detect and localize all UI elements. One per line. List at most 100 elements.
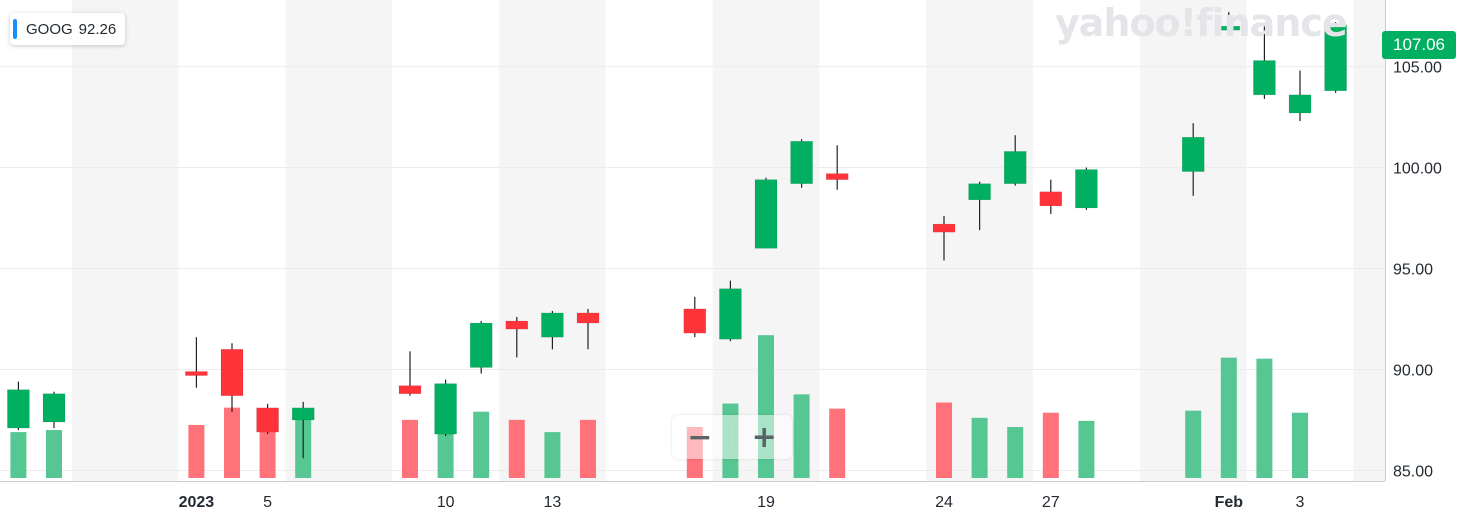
candle[interactable] xyxy=(256,403,279,435)
ticker-badge[interactable]: GOOG 92.26 xyxy=(10,13,126,45)
candle[interactable] xyxy=(220,343,244,412)
volume-bar[interactable] xyxy=(46,430,62,478)
candle[interactable] xyxy=(932,216,956,261)
candle[interactable] xyxy=(434,379,457,437)
candle[interactable] xyxy=(505,316,529,358)
candle-body xyxy=(1253,60,1276,96)
candle-body xyxy=(220,349,244,396)
last-price-tag: 107.06 xyxy=(1382,31,1456,59)
candle-body xyxy=(719,288,742,340)
background-band xyxy=(285,0,393,481)
background-band xyxy=(499,0,606,481)
y-tick-label: 85.00 xyxy=(1393,463,1433,480)
candle-body xyxy=(754,179,778,249)
candle-body xyxy=(1288,94,1312,114)
candle-body xyxy=(825,173,849,180)
volume-bar[interactable] xyxy=(1078,420,1095,478)
candle[interactable] xyxy=(719,280,742,342)
background-band xyxy=(1353,0,1385,481)
candle[interactable] xyxy=(398,351,422,396)
volume-bar[interactable] xyxy=(1042,412,1059,478)
zoom-controls: − + xyxy=(672,415,792,459)
candle-body xyxy=(256,407,279,433)
volume-bar[interactable] xyxy=(971,417,988,478)
volume-bar[interactable] xyxy=(188,424,205,478)
candle-body xyxy=(1181,136,1205,172)
volume-bar[interactable] xyxy=(224,407,240,478)
candle[interactable] xyxy=(42,391,66,429)
volume-bar[interactable] xyxy=(1220,357,1237,478)
volume-bar[interactable] xyxy=(473,411,490,478)
candle[interactable] xyxy=(754,177,778,249)
volume-bar[interactable] xyxy=(544,432,561,478)
yahoo-finance-logo: yahoo!finance xyxy=(1055,1,1348,45)
candle-body xyxy=(1039,191,1063,207)
volume-bar[interactable] xyxy=(10,432,27,478)
candle[interactable] xyxy=(1324,22,1347,93)
ticker-price: 92.26 xyxy=(78,20,117,38)
candle-body xyxy=(932,223,956,233)
x-tick-label: 19 xyxy=(757,494,775,511)
y-tick-label: 95.00 xyxy=(1393,262,1433,279)
volume-bar[interactable] xyxy=(1256,358,1273,478)
zoom-divider xyxy=(731,423,733,451)
volume-bar[interactable] xyxy=(1007,427,1024,478)
candle[interactable] xyxy=(683,296,707,338)
candle-body xyxy=(683,308,707,334)
candle-body xyxy=(185,371,208,376)
candle[interactable] xyxy=(1288,70,1312,122)
candle[interactable] xyxy=(1075,167,1098,210)
y-tick-label: 100.00 xyxy=(1393,161,1442,178)
x-tick-label: 3 xyxy=(1296,494,1305,511)
x-tick-label: 5 xyxy=(263,494,272,511)
candle[interactable] xyxy=(1181,123,1205,196)
volume-bar[interactable] xyxy=(1292,412,1308,478)
x-tick-label: Feb xyxy=(1215,494,1244,511)
candle[interactable] xyxy=(1003,135,1027,186)
candle-body xyxy=(434,383,457,435)
series-color-marker xyxy=(13,19,17,39)
candle-body xyxy=(968,183,991,201)
volume-bar[interactable] xyxy=(793,394,810,478)
candle[interactable] xyxy=(790,139,813,188)
candle[interactable] xyxy=(469,321,493,374)
volume-bar[interactable] xyxy=(402,419,418,478)
candle[interactable] xyxy=(1039,179,1063,214)
candle-body xyxy=(7,389,30,429)
ticker-symbol: GOOG xyxy=(26,20,73,38)
volume-bar[interactable] xyxy=(259,423,276,478)
volume-bar[interactable] xyxy=(508,419,525,478)
candle[interactable] xyxy=(576,308,600,350)
volume-bar[interactable] xyxy=(936,402,952,478)
y-tick-label: 90.00 xyxy=(1393,362,1433,379)
volume-bar[interactable] xyxy=(1185,410,1202,478)
candle[interactable] xyxy=(825,145,849,190)
candle-body xyxy=(1003,151,1027,184)
candle-body xyxy=(469,322,493,368)
zoom-out-button[interactable]: − xyxy=(687,419,713,455)
candle-body xyxy=(42,393,66,423)
candle[interactable] xyxy=(7,381,30,431)
candle-body xyxy=(790,141,813,184)
y-tick-label: 105.00 xyxy=(1393,60,1442,77)
candle[interactable] xyxy=(185,337,208,388)
zoom-in-button[interactable]: + xyxy=(751,419,777,455)
x-tick-label: 27 xyxy=(1042,494,1060,511)
candle-body xyxy=(505,320,529,330)
candle-body xyxy=(1324,24,1347,92)
x-tick-label: 24 xyxy=(935,494,953,511)
candle-body xyxy=(291,407,315,421)
candle-body xyxy=(1217,25,1241,31)
candle[interactable] xyxy=(541,310,564,350)
x-tick-label: 13 xyxy=(544,494,562,511)
candle[interactable] xyxy=(291,401,315,459)
volume-bar[interactable] xyxy=(580,419,596,478)
candle[interactable] xyxy=(1217,12,1241,33)
x-tick-label: 10 xyxy=(437,494,455,511)
x-tick-label: 2023 xyxy=(179,494,215,511)
candle[interactable] xyxy=(968,181,991,231)
candle[interactable] xyxy=(1253,26,1276,99)
volume-bar[interactable] xyxy=(829,408,846,478)
